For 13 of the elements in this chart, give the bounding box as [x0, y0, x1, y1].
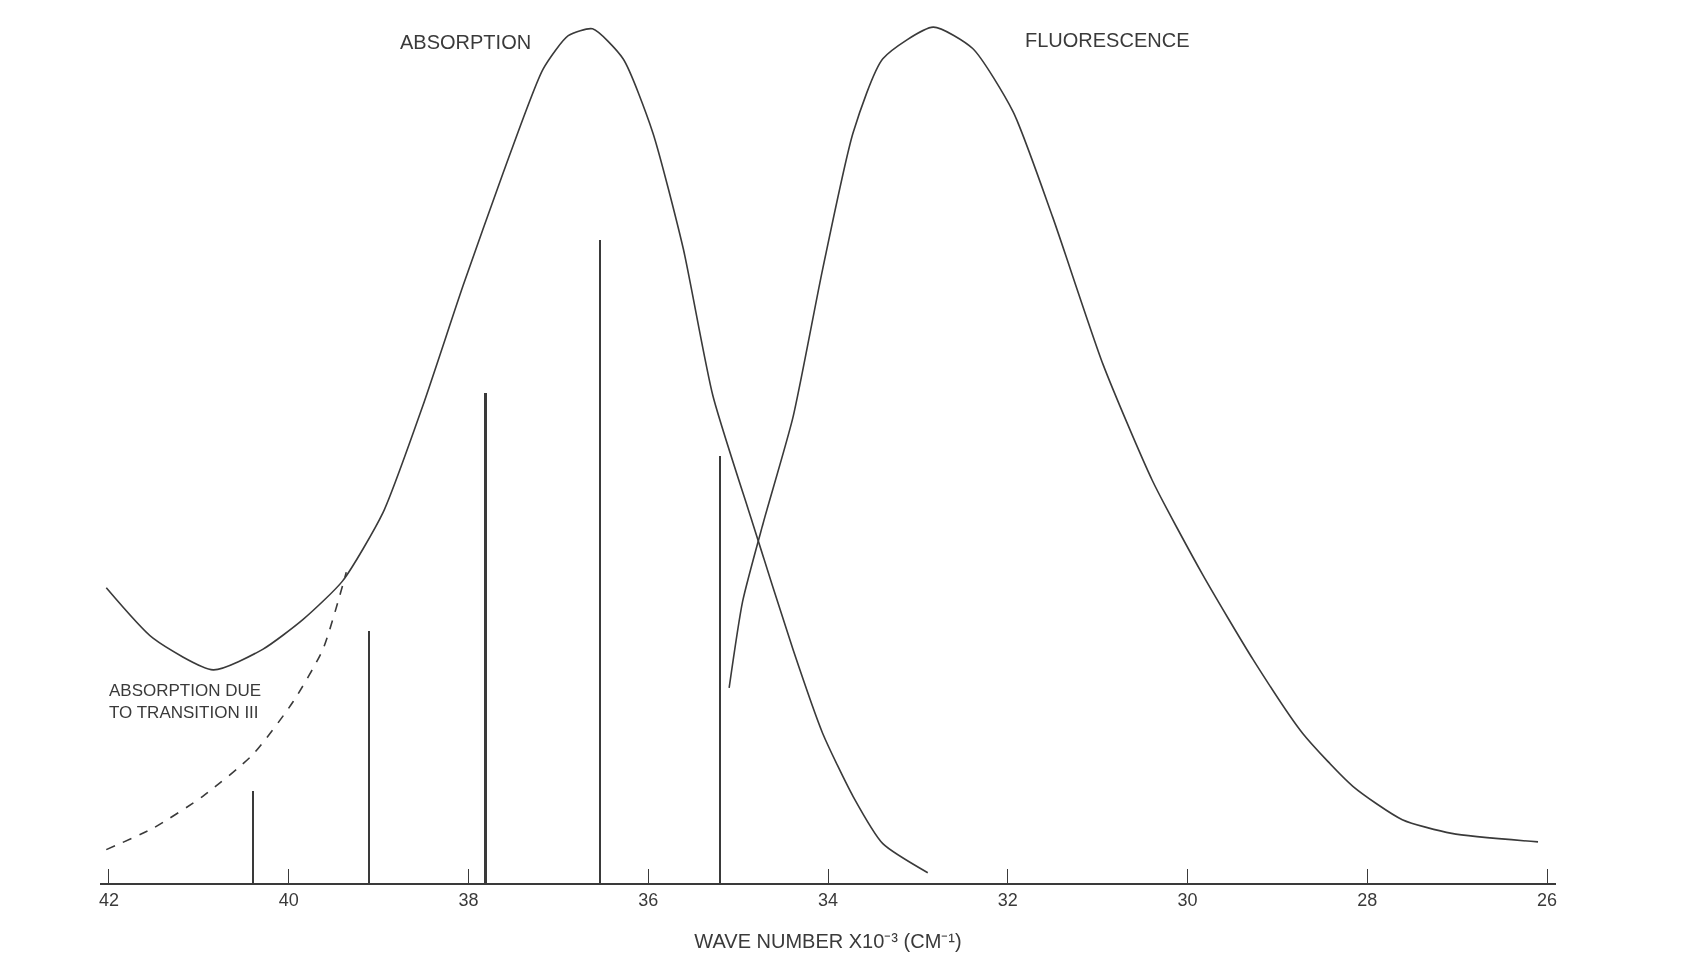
x-tick-label: 42 [98, 890, 120, 911]
x-tick-label: 26 [1536, 890, 1558, 911]
annotation: ABSORPTION DUE TO TRANSITION III [109, 681, 262, 723]
x-tick-label: 36 [638, 890, 659, 911]
x-tick-label: 28 [1357, 890, 1378, 911]
x-axis-title: WAVE NUMBER X10⁻³ (CM⁻¹) [694, 930, 962, 953]
x-tick-label: 32 [997, 890, 1018, 911]
series-label: ABSORPTION [400, 31, 532, 53]
x-tick-label: 34 [817, 890, 839, 911]
x-tick-label: 38 [458, 890, 479, 911]
text: FLUORESCENCE [1025, 29, 1190, 51]
x-tick-label: 40 [278, 890, 299, 911]
x-tick-label: 30 [1177, 890, 1198, 911]
